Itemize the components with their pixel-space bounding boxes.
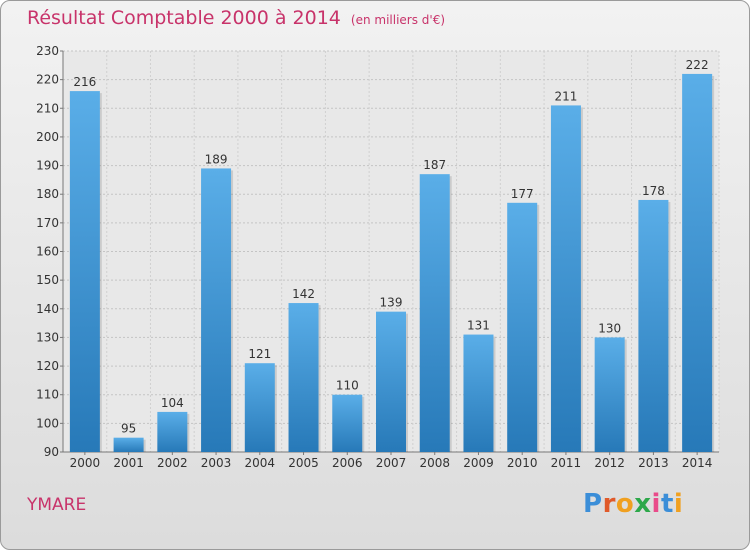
bar-value-label: 211	[554, 89, 577, 103]
bar	[376, 311, 406, 452]
chart-title-text: Résultat Comptable 2000 à 2014	[27, 7, 341, 29]
bar	[157, 411, 188, 452]
bar	[113, 437, 144, 452]
logo-letter: t	[660, 489, 674, 519]
x-tick-label: 2010	[507, 456, 538, 470]
bar-value-label: 178	[642, 184, 665, 198]
bar-value-label: 139	[380, 296, 403, 310]
x-tick-label: 2009	[463, 456, 494, 470]
bar-value-label: 216	[73, 75, 96, 89]
bar	[682, 73, 713, 453]
chart-title: Résultat Comptable 2000 à 2014 (en millie…	[27, 7, 445, 29]
x-tick-label: 2011	[551, 456, 582, 470]
bar	[594, 337, 625, 452]
bars	[69, 73, 715, 453]
logo-letter: i	[651, 489, 661, 519]
x-tick-label: 2014	[682, 456, 713, 470]
x-tick-label: 2007	[376, 456, 407, 470]
x-tick-label: 2008	[419, 456, 450, 470]
x-tick-label: 2006	[332, 456, 363, 470]
x-tick-label: 2000	[70, 456, 101, 470]
logo-letter: i	[673, 489, 684, 519]
bar-value-labels: 216 95 104 189 121 142 110 139 187 131 177 211 130 17…	[73, 58, 708, 436]
y-tick-label: 150	[36, 273, 59, 287]
y-tick-label: 200	[36, 130, 59, 144]
commune-name: YMARE	[27, 495, 87, 515]
bar	[463, 334, 494, 452]
proxiti-logo: Proxiti	[583, 489, 683, 519]
x-tick-label: 2004	[245, 456, 276, 470]
logo-letter: r	[602, 489, 616, 519]
bar	[550, 105, 581, 453]
bar-value-label: 110	[336, 379, 359, 393]
bar-value-label: 95	[121, 422, 136, 436]
y-tick-label: 190	[36, 159, 59, 173]
bar-value-label: 222	[686, 58, 709, 72]
y-tick-label: 230	[36, 44, 59, 58]
y-tick-label: 90	[44, 445, 59, 459]
y-tick-label: 220	[36, 73, 59, 87]
bar	[69, 91, 100, 452]
y-tick-label: 170	[36, 216, 59, 230]
logo-letter: x	[634, 489, 652, 519]
y-tick-label: 100	[36, 416, 59, 430]
x-tick-label: 2005	[288, 456, 319, 470]
x-tick-label: 2001	[113, 456, 144, 470]
bar	[201, 168, 232, 452]
y-tick-label: 140	[36, 302, 59, 316]
x-tick-label: 2003	[201, 456, 232, 470]
bar-value-label: 130	[598, 321, 621, 335]
bar	[419, 174, 450, 452]
y-tick-label: 110	[36, 388, 59, 402]
y-tick-label: 120	[36, 359, 59, 373]
bar	[638, 199, 669, 452]
logo-letter: P	[583, 489, 603, 519]
bar-value-label: 177	[511, 187, 534, 201]
bar	[244, 363, 275, 452]
y-tick-label: 210	[36, 101, 59, 115]
bar-value-label: 121	[248, 347, 271, 361]
tick-labels: 90 100 110 120 130 140 150 160 170 180 190 200 210 22…	[36, 44, 712, 470]
y-tick-label: 130	[36, 330, 59, 344]
bar-value-label: 187	[423, 158, 446, 172]
y-tick-label: 160	[36, 245, 59, 259]
logo-letter: o	[615, 489, 635, 519]
chart-unit-text: (en milliers d'€)	[350, 13, 446, 27]
x-tick-label: 2012	[594, 456, 625, 470]
x-tick-label: 2002	[157, 456, 188, 470]
y-tick-label: 180	[36, 187, 59, 201]
x-tick-label: 2013	[638, 456, 669, 470]
bar	[507, 202, 538, 452]
bar	[332, 394, 363, 452]
bar-value-label: 142	[292, 287, 315, 301]
bar	[288, 303, 319, 452]
bar-value-label: 131	[467, 319, 490, 333]
bar-value-label: 189	[205, 152, 228, 166]
bar-value-label: 104	[161, 396, 184, 410]
